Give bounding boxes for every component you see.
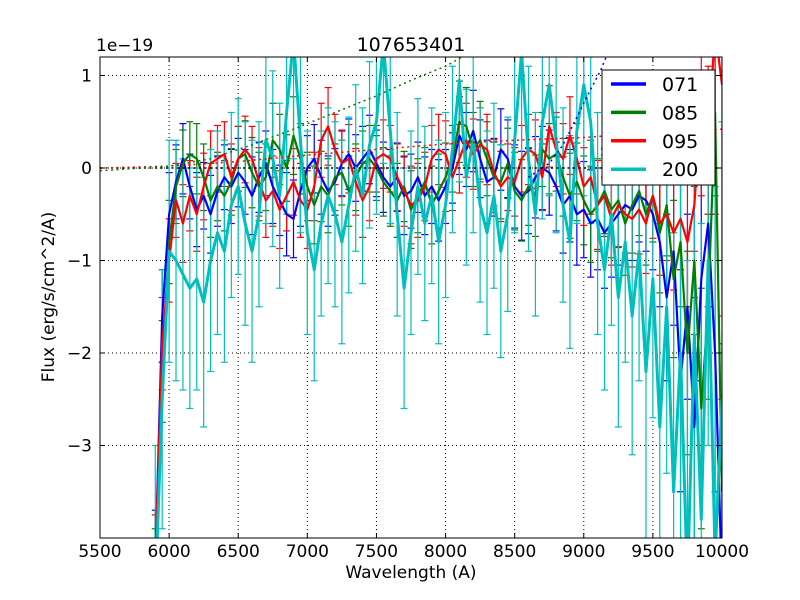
x-tick-label: 8000 [424, 542, 467, 562]
spectrum-line-200 [155, 57, 722, 538]
x-tick-label: 10000 [695, 542, 749, 562]
axis-ticks [99, 57, 723, 538]
x-tick-label: 9500 [631, 542, 674, 562]
y-tick-label: −2 [67, 344, 92, 364]
y-tick-label: 0 [81, 159, 92, 179]
y-axis-offset-label: 1e−19 [96, 36, 153, 56]
legend-label: 085 [662, 102, 698, 124]
y-axis-label: Flux (erg/s/cm^2/A) [39, 212, 59, 383]
x-tick-label: 7000 [286, 542, 329, 562]
legend-label: 095 [662, 131, 698, 153]
tick-labels: 5500 6000 6500 7000 7500 8000 8500 9000 9500 1000… [67, 67, 749, 563]
y-tick-label: −3 [67, 437, 92, 457]
y-tick-label: −1 [67, 252, 92, 272]
legend-label: 071 [662, 74, 698, 96]
x-tick-label: 9000 [562, 542, 605, 562]
dotted-overlay-template-085 [100, 57, 464, 172]
legend-box [601, 69, 716, 186]
spectrum-line-085 [155, 111, 722, 538]
x-tick-label: 5500 [78, 542, 121, 562]
x-tick-label: 7500 [355, 542, 398, 562]
x-tick-label: 6000 [147, 542, 190, 562]
plot-title: 107653401 [357, 34, 466, 56]
y-tick-label: 1 [81, 67, 92, 87]
x-axis-label: Wavelength (A) [345, 563, 476, 583]
spectrum-line-071 [154, 129, 722, 538]
x-tick-label: 6500 [217, 542, 260, 562]
spectrum-line-095 [155, 57, 722, 538]
data-layer [100, 57, 722, 538]
legend-label: 200 [662, 159, 698, 181]
axes-frame [99, 56, 723, 539]
x-tick-label: 8500 [493, 542, 536, 562]
legend: 071 085 095 200 [601, 69, 716, 186]
